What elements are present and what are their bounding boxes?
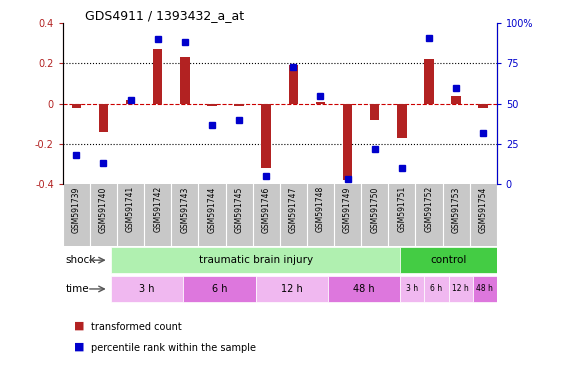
Text: control: control <box>431 255 467 265</box>
Text: ■: ■ <box>74 341 85 351</box>
Text: GSM591749: GSM591749 <box>343 186 352 233</box>
Bar <box>111 247 400 273</box>
Bar <box>424 60 434 104</box>
Bar <box>316 102 325 104</box>
Bar <box>183 276 256 302</box>
Text: shock: shock <box>65 255 95 265</box>
Text: 12 h: 12 h <box>281 284 303 294</box>
Text: 12 h: 12 h <box>452 285 469 293</box>
Text: GSM591746: GSM591746 <box>262 186 271 233</box>
Bar <box>111 276 183 302</box>
Bar <box>126 100 135 104</box>
Text: 6 h: 6 h <box>212 284 227 294</box>
Text: 48 h: 48 h <box>353 284 375 294</box>
Bar <box>473 276 497 302</box>
Bar <box>256 276 328 302</box>
Text: percentile rank within the sample: percentile rank within the sample <box>91 343 256 353</box>
Bar <box>451 96 461 104</box>
Text: GDS4911 / 1393432_a_at: GDS4911 / 1393432_a_at <box>85 9 244 22</box>
Bar <box>288 65 298 104</box>
Bar <box>400 276 424 302</box>
Bar <box>449 276 473 302</box>
Text: GSM591754: GSM591754 <box>478 186 488 233</box>
Bar <box>153 49 163 104</box>
Bar <box>343 104 352 180</box>
Bar <box>328 276 400 302</box>
Text: GSM591745: GSM591745 <box>235 186 244 233</box>
Bar <box>180 57 190 104</box>
Text: GSM591752: GSM591752 <box>424 186 433 232</box>
Bar <box>478 104 488 108</box>
Text: GSM591751: GSM591751 <box>397 186 407 232</box>
Bar <box>262 104 271 168</box>
Bar <box>207 104 217 106</box>
Bar <box>400 247 497 273</box>
Bar <box>234 104 244 106</box>
Text: GSM591740: GSM591740 <box>99 186 108 233</box>
Text: 3 h: 3 h <box>407 285 419 293</box>
Text: 48 h: 48 h <box>476 285 493 293</box>
Text: GSM591739: GSM591739 <box>72 186 81 233</box>
Text: GSM591744: GSM591744 <box>207 186 216 233</box>
Text: GSM591743: GSM591743 <box>180 186 190 233</box>
Bar <box>370 104 380 120</box>
Text: 3 h: 3 h <box>139 284 155 294</box>
Text: GSM591747: GSM591747 <box>289 186 298 233</box>
Text: ■: ■ <box>74 320 85 330</box>
Text: GSM591741: GSM591741 <box>126 186 135 232</box>
Text: GSM591753: GSM591753 <box>452 186 461 233</box>
Bar <box>397 104 407 138</box>
Bar <box>99 104 108 132</box>
Text: time: time <box>65 284 89 294</box>
Text: traumatic brain injury: traumatic brain injury <box>199 255 313 265</box>
Text: 6 h: 6 h <box>431 285 443 293</box>
Text: GSM591748: GSM591748 <box>316 186 325 232</box>
Text: GSM591742: GSM591742 <box>153 186 162 232</box>
Bar <box>424 276 449 302</box>
Text: GSM591750: GSM591750 <box>370 186 379 233</box>
Bar <box>71 104 81 108</box>
Text: transformed count: transformed count <box>91 322 182 332</box>
